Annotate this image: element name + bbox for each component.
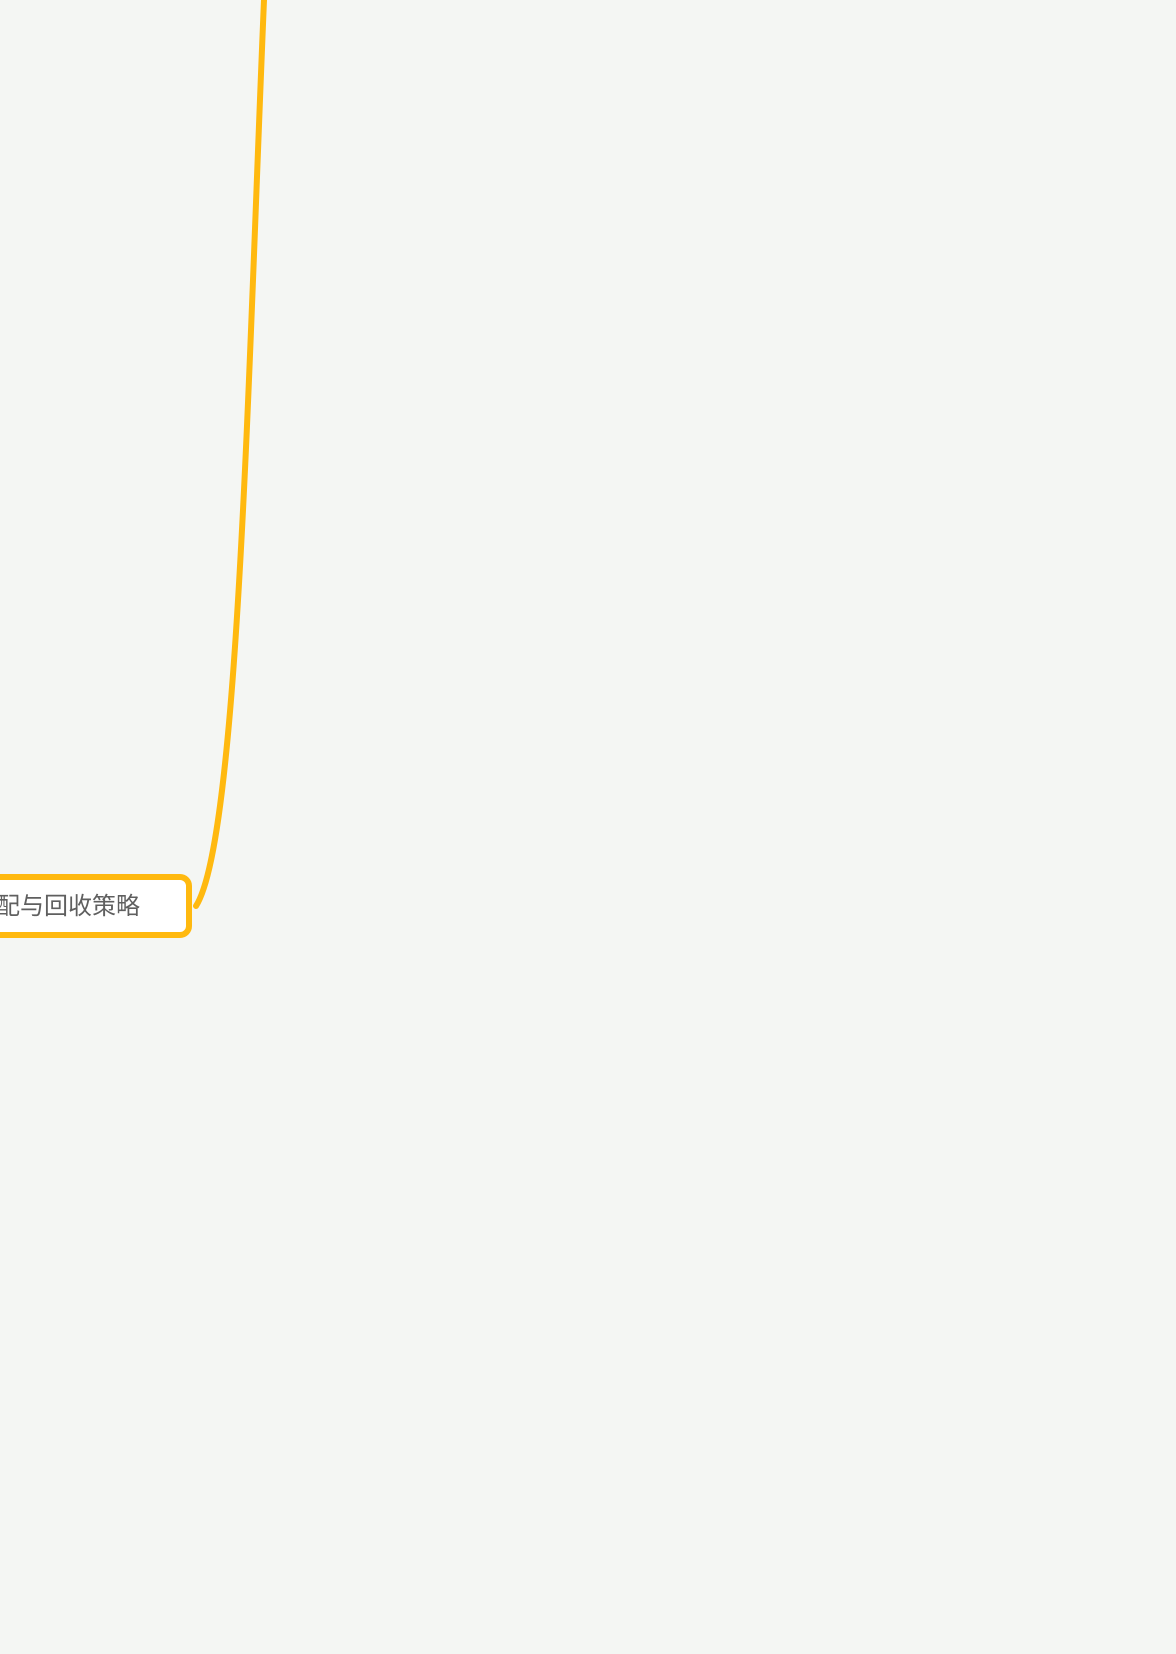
topic-node[interactable]: 配与回收策略 <box>0 874 192 938</box>
topic-node-label: 配与回收策略 <box>0 892 140 920</box>
branch-curve <box>193 0 267 909</box>
